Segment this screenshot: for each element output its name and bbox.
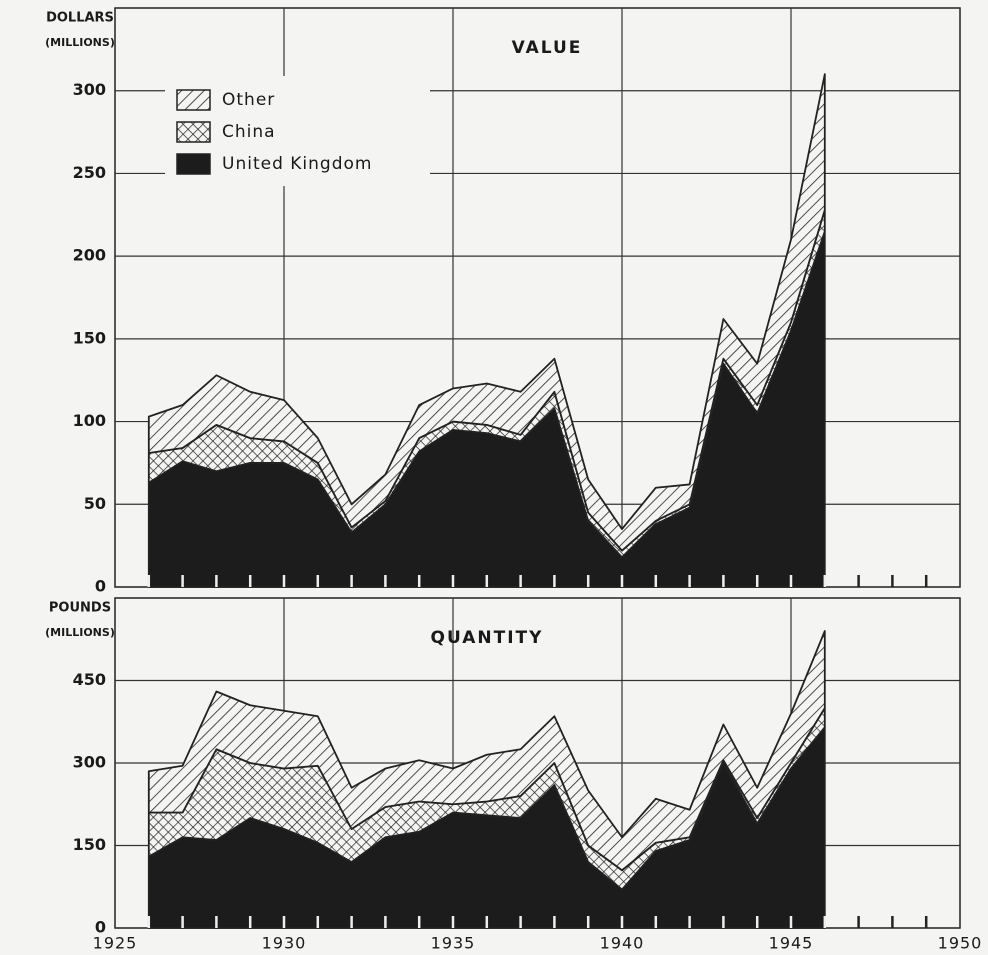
- legend-swatch: [176, 121, 211, 143]
- axis-label: DOLLARS: [46, 11, 114, 26]
- area: [147, 73, 826, 552]
- legend-swatch: [176, 89, 211, 111]
- chart-title: VALUE: [512, 38, 583, 58]
- area: [147, 630, 826, 872]
- y-tick-label: 250: [73, 163, 106, 182]
- legend-label: Other: [222, 90, 275, 110]
- y-tick-label: 50: [84, 494, 106, 513]
- y-tick-label: 0: [95, 577, 106, 596]
- y-tick-label: 300: [73, 80, 106, 99]
- x-tick-label: 1930: [262, 934, 307, 953]
- legend-swatch: [176, 153, 211, 175]
- y-tick-label: 300: [73, 753, 106, 772]
- y-tick-label: 100: [73, 411, 106, 430]
- chart-title: QUANTITY: [431, 628, 544, 648]
- y-tick-label: 150: [73, 328, 106, 347]
- x-tick-label: 1945: [769, 934, 814, 953]
- axis-label: (MILLIONS): [45, 626, 115, 639]
- legend-label: United Kingdom: [222, 154, 372, 174]
- x-tick-label: 1940: [600, 934, 645, 953]
- y-tick-label: 200: [73, 246, 106, 265]
- legend-label: China: [222, 122, 276, 142]
- x-tick-label: 1950: [938, 934, 983, 953]
- y-tick-label: 150: [73, 835, 106, 854]
- x-tick-label: 1925: [93, 934, 138, 953]
- x-tick-label: 1935: [431, 934, 476, 953]
- axis-label: (MILLIONS): [45, 36, 115, 49]
- y-tick-label: 0: [95, 918, 106, 937]
- axis-label: POUNDS: [49, 601, 111, 616]
- y-tick-label: 450: [73, 670, 106, 689]
